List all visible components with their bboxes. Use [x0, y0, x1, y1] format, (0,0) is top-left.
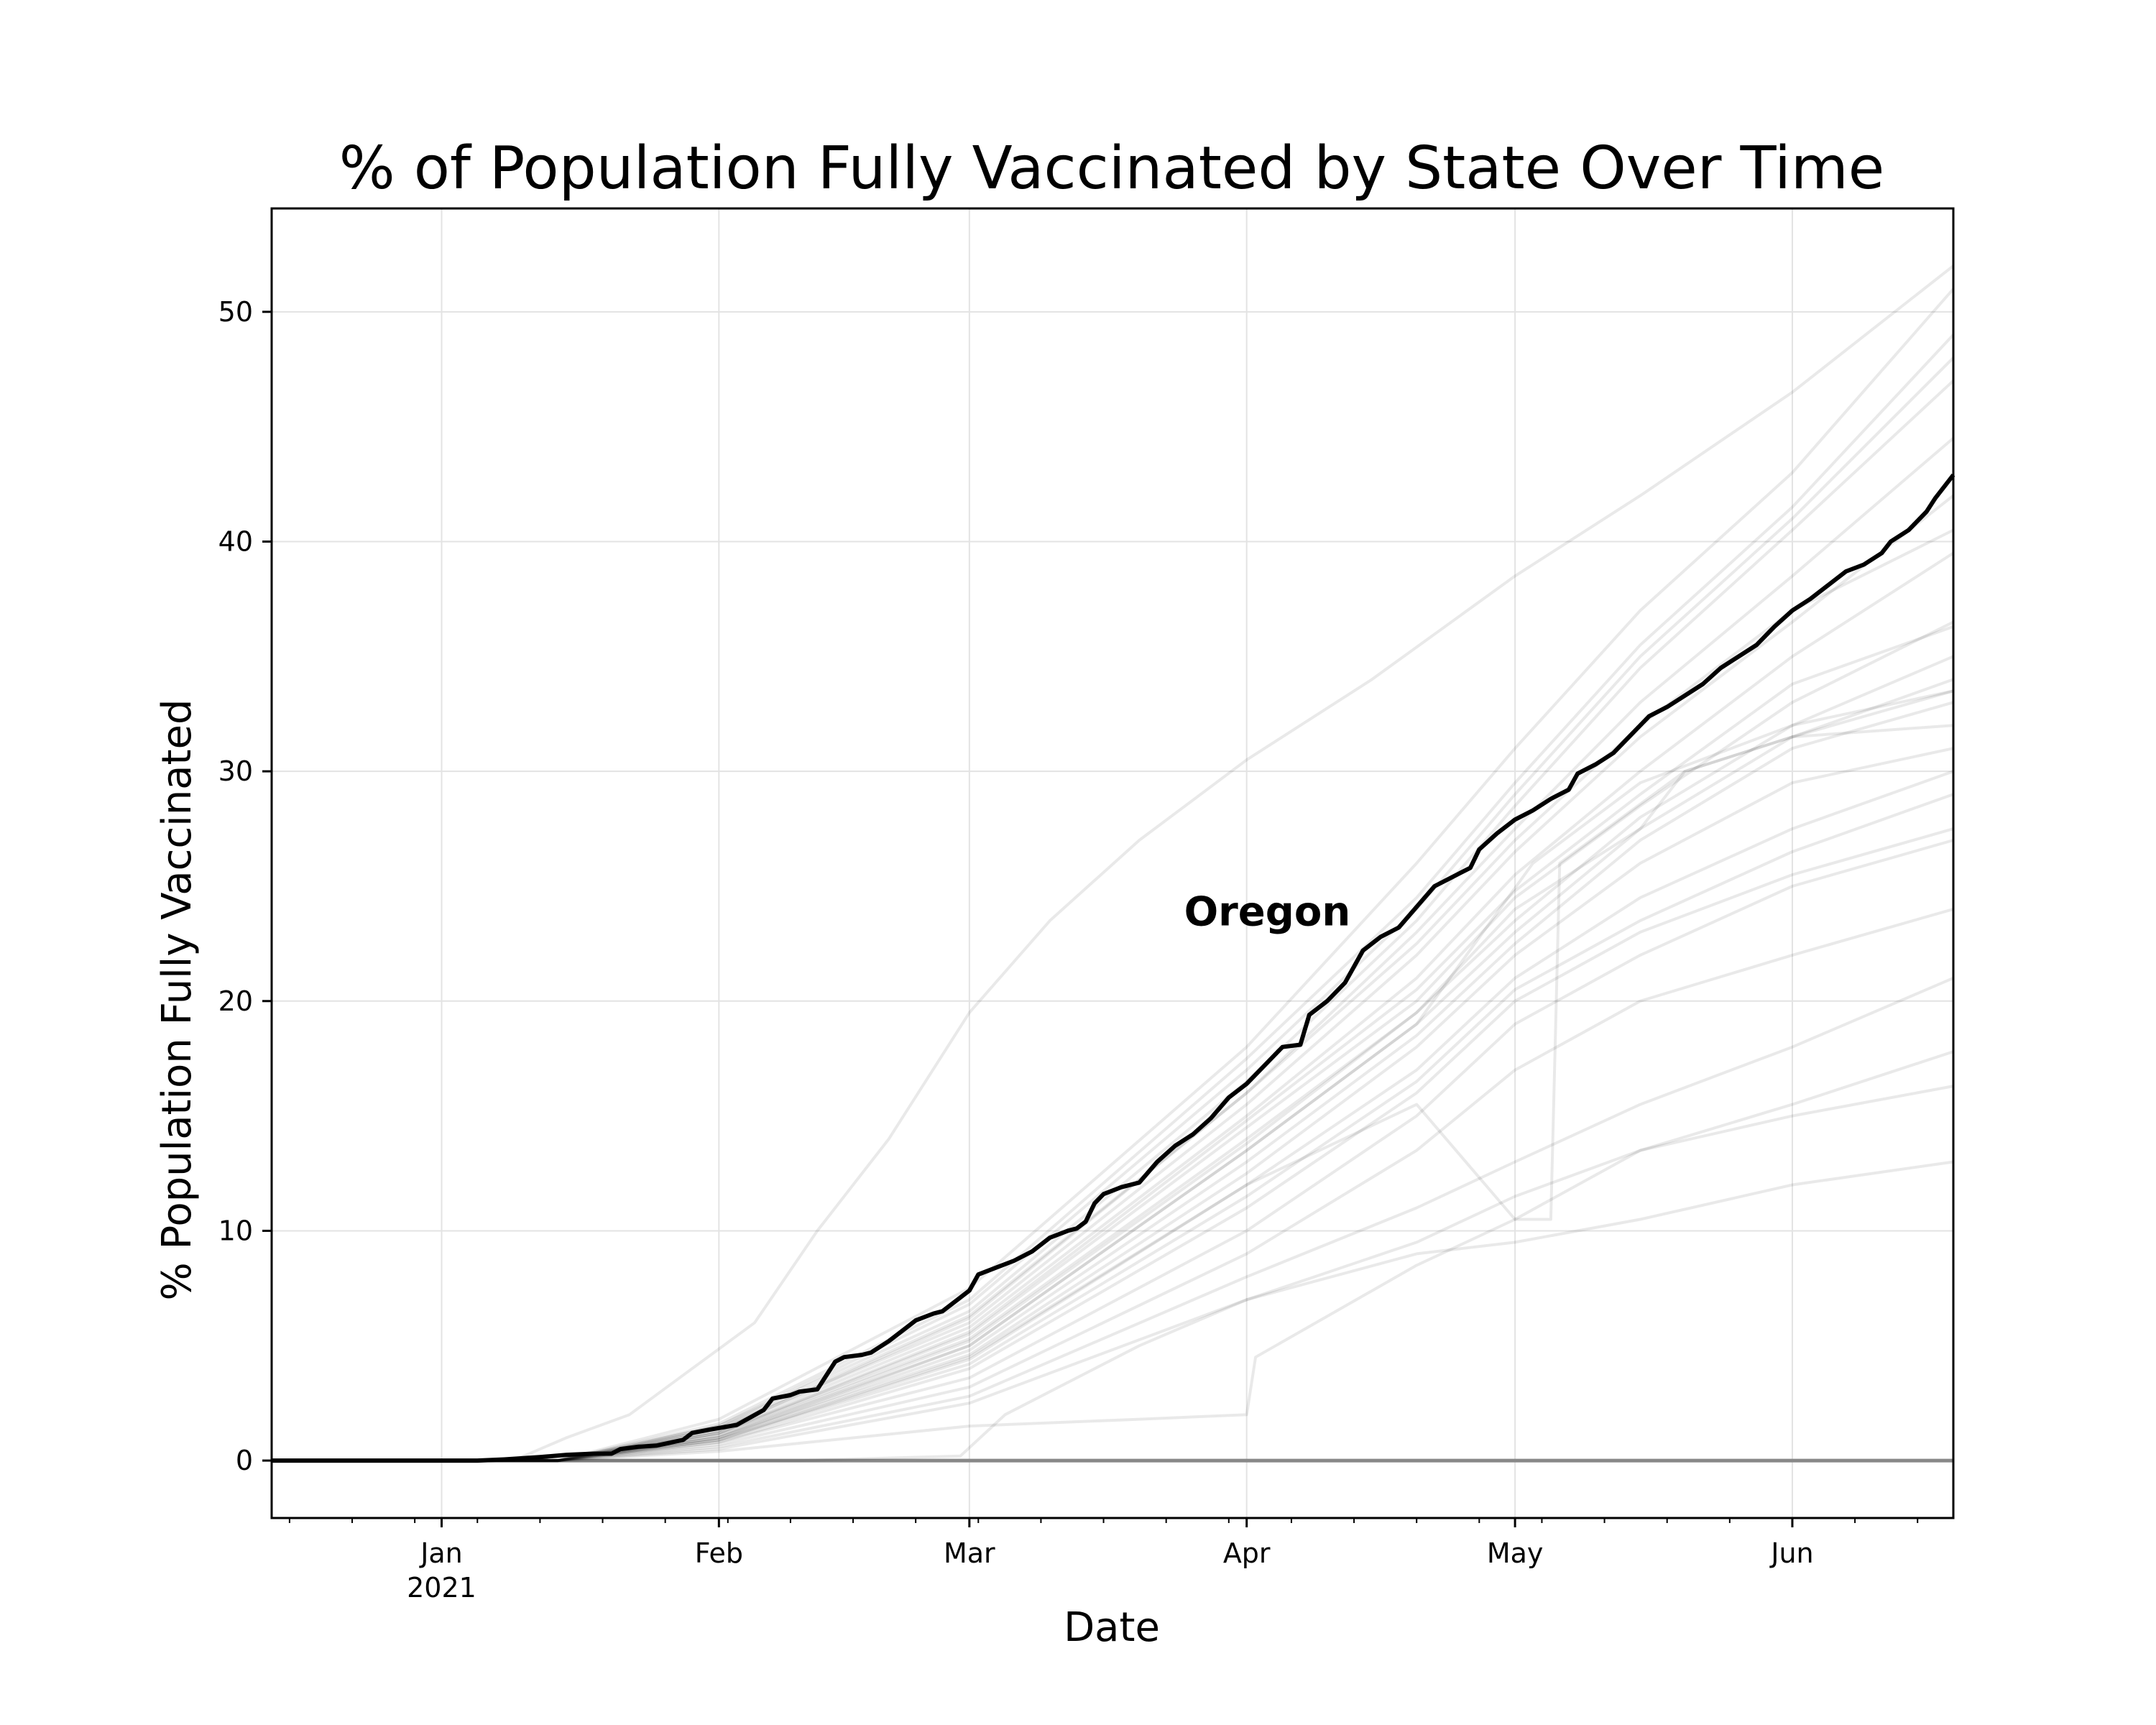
chart-title: % of Population Fully Vaccinated by Stat…	[339, 134, 1884, 203]
state-series-line	[272, 288, 1955, 1463]
x-tick-label: Jun	[1769, 1537, 1813, 1569]
state-series-line	[272, 678, 1954, 1463]
x-tick-sublabel: 2021	[407, 1572, 476, 1604]
state-series-line	[272, 334, 1955, 1463]
state-series-line	[272, 701, 1954, 1463]
state-series-line	[272, 689, 1954, 1463]
state-series-line	[272, 770, 1954, 1463]
y-tick-label: 10	[218, 1215, 253, 1246]
oregon-annotation: Oregon	[1184, 888, 1351, 935]
state-series-line	[272, 839, 1954, 1463]
state-series-line	[272, 907, 1954, 1463]
highlight-line-group	[272, 473, 1955, 1463]
state-series-line	[272, 976, 1954, 1463]
x-tick-label: Jan	[419, 1537, 463, 1569]
x-axis-label: Date	[1064, 1604, 1160, 1651]
state-series-line	[272, 793, 1954, 1463]
x-tick-label: Feb	[695, 1537, 743, 1569]
state-series-line	[272, 380, 1955, 1463]
state-series-line	[272, 264, 1955, 1463]
y-tick-label: 40	[218, 525, 253, 557]
y-axis-label: % Population Fully Vaccinated	[154, 699, 201, 1301]
state-series-line	[272, 1160, 1954, 1463]
oregon-series-line	[272, 473, 1955, 1463]
state-series-line	[272, 356, 1955, 1463]
grid	[272, 208, 1953, 1518]
state-series-line	[272, 494, 1955, 1463]
state-series-line	[272, 1050, 1954, 1463]
state-series-line	[272, 437, 1955, 1463]
state-series-line	[272, 1085, 1954, 1463]
state-lines	[272, 264, 1955, 1463]
y-tick-label: 30	[218, 755, 253, 787]
state-series-line	[272, 827, 1954, 1463]
plot-frame	[270, 207, 1955, 1519]
y-tick-label: 0	[236, 1445, 253, 1476]
x-tick-label: Mar	[944, 1537, 995, 1569]
state-series-line	[272, 747, 1954, 1463]
y-tick-label: 20	[218, 985, 253, 1017]
x-tick-label: Apr	[1223, 1537, 1271, 1569]
y-tick-label: 50	[218, 296, 253, 328]
x-tick-label: May	[1487, 1537, 1544, 1569]
